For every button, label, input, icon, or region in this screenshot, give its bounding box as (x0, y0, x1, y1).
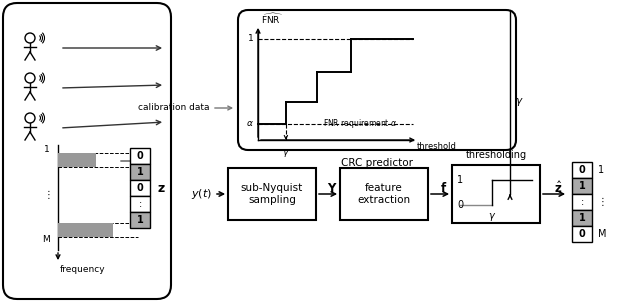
Text: CRC predictor: CRC predictor (341, 158, 413, 168)
Text: 1: 1 (136, 167, 143, 177)
Bar (340, 168, 428, 220)
Bar (130, 148, 150, 164)
Text: 0: 0 (136, 151, 143, 161)
Text: sub-Nyquist
sampling: sub-Nyquist sampling (241, 183, 303, 205)
Bar (58, 153, 96, 167)
Text: calibration data: calibration data (138, 103, 210, 113)
Text: M: M (598, 229, 607, 239)
Bar (130, 164, 150, 180)
Text: 1: 1 (44, 145, 50, 155)
Bar (130, 180, 150, 196)
Text: threshold: threshold (417, 142, 457, 151)
Text: ⋮: ⋮ (44, 190, 53, 200)
Text: $\mathbf{Y}$: $\mathbf{Y}$ (326, 181, 337, 195)
Bar (572, 226, 592, 242)
Bar (572, 194, 592, 210)
Text: 0: 0 (457, 200, 463, 210)
Text: $\widehat{\rm FNR}$: $\widehat{\rm FNR}$ (261, 12, 283, 26)
Text: $\alpha$: $\alpha$ (246, 119, 254, 128)
Text: $\gamma$: $\gamma$ (488, 211, 496, 223)
Text: feature
extraction: feature extraction (357, 183, 411, 205)
Text: FNR requirement $\alpha$: FNR requirement $\alpha$ (323, 117, 397, 131)
Text: 1: 1 (579, 213, 586, 223)
Text: 1: 1 (248, 34, 254, 43)
Text: 0: 0 (579, 229, 586, 239)
Bar (572, 178, 592, 194)
Text: 1: 1 (579, 181, 586, 191)
FancyBboxPatch shape (238, 10, 516, 150)
Bar (572, 162, 592, 178)
Bar (228, 168, 316, 220)
Bar (452, 165, 540, 223)
Text: $\gamma$: $\gamma$ (515, 96, 524, 108)
Text: $\hat{\mathbf{z}}$: $\hat{\mathbf{z}}$ (554, 180, 562, 196)
Bar (572, 210, 592, 226)
Text: $\mathbf{z}$: $\mathbf{z}$ (157, 181, 166, 195)
Text: ⋮: ⋮ (598, 197, 608, 207)
Text: 1: 1 (457, 175, 463, 185)
Text: 0: 0 (579, 165, 586, 175)
Text: $y(t)$: $y(t)$ (191, 187, 212, 201)
FancyBboxPatch shape (3, 3, 171, 299)
Text: $\mathbf{f}$: $\mathbf{f}$ (440, 181, 447, 195)
Text: 0: 0 (136, 183, 143, 193)
Text: thresholding: thresholding (465, 150, 527, 160)
Text: M: M (42, 235, 50, 245)
Text: :: : (138, 199, 141, 209)
Bar (130, 212, 150, 228)
Bar (130, 196, 150, 212)
Bar (58, 223, 113, 237)
Text: 1: 1 (136, 215, 143, 225)
Text: $\gamma$: $\gamma$ (282, 148, 290, 159)
Text: :: : (580, 197, 584, 207)
Text: frequency: frequency (60, 265, 106, 275)
Text: 1: 1 (598, 165, 604, 175)
